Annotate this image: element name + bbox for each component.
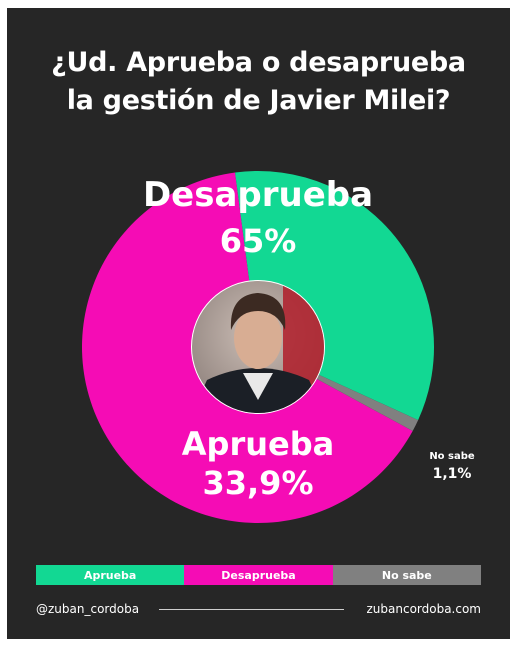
legend-item-aprueba: Aprueba [36, 565, 185, 585]
legend-label-aprueba: Aprueba [83, 568, 137, 582]
chart-title: ¿Ud. Aprueba o desaprueba la gestión de … [7, 44, 510, 120]
legend-item-no-sabe: No sabe [332, 565, 481, 585]
footer-divider [159, 608, 345, 610]
slice-label-no-sabe: No sabe [429, 451, 475, 462]
footer: @zuban_cordoba zubancordoba.com [36, 599, 481, 619]
slice-value-aprueba: 33,9% [202, 464, 313, 502]
legend-item-desaprueba: Desaprueba [184, 565, 333, 585]
slice-value-desaprueba: 65% [220, 222, 297, 260]
slice-value-no-sabe: 1,1% [433, 466, 472, 482]
legend-label-desaprueba: Desaprueba [221, 568, 296, 582]
slice-label-desaprueba: Desaprueba [143, 175, 373, 215]
legend-label-no-sabe: No sabe [381, 568, 432, 582]
title-line-2: la gestión de Javier Milei? [66, 85, 451, 116]
website-link: zubancordoba.com [366, 602, 481, 616]
social-handle: @zuban_cordoba [36, 602, 140, 616]
poll-card: ¿Ud. Aprueba o desaprueba la gestión de … [7, 8, 510, 639]
title-line-1: ¿Ud. Aprueba o desaprueba [51, 47, 466, 78]
slice-label-aprueba: Aprueba [182, 425, 334, 463]
center-photo [191, 280, 325, 414]
legend: Aprueba Desaprueba No sabe [36, 565, 481, 585]
